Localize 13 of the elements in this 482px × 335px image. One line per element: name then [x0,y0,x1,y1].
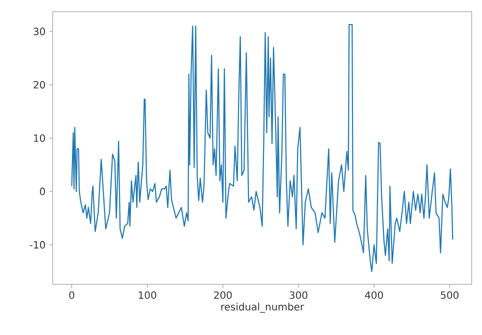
y-tick-label: 0 [40,188,46,196]
x-tick-label: 200 [214,291,232,299]
x-tick-label: 0 [69,291,74,299]
y-tick-label: 20 [34,80,46,89]
y-tick-label: 30 [34,28,46,36]
x-axis-title: residual_number [221,302,304,313]
y-tick-label: -10 [30,241,46,249]
x-tick-label: 300 [290,291,308,299]
y-tick-label: 10 [34,134,46,142]
x-tick-label: 100 [138,291,156,299]
x-tick-label: 400 [365,291,383,299]
line-series [71,24,454,272]
x-tick-label: 500 [440,291,459,299]
